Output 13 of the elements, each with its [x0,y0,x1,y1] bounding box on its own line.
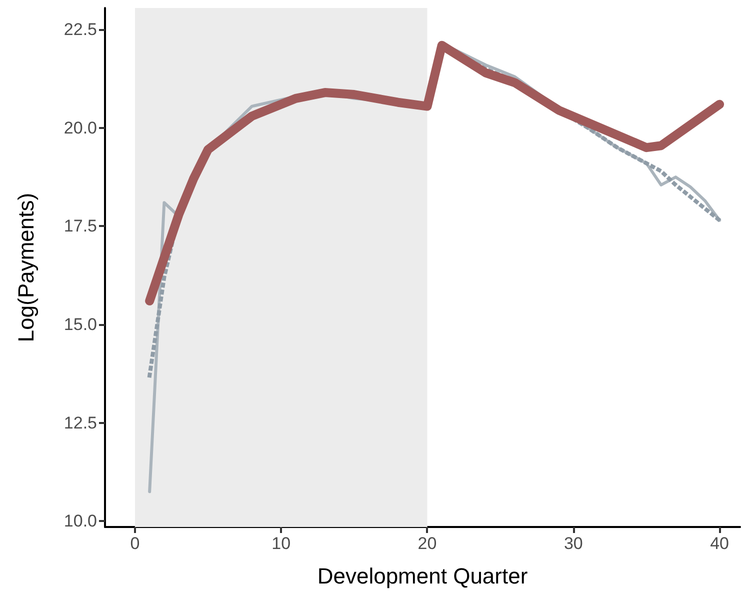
x-tick-label: 40 [710,534,729,553]
y-tick-label: 17.5 [64,216,97,236]
x-tick-label: 10 [272,534,291,553]
y-tick-label: 10.0 [64,512,97,531]
y-tick-label: 20.0 [64,118,97,138]
y-tick-label: 12.5 [64,413,97,432]
x-tick-label: 30 [564,534,583,553]
x-axis-title: Development Quarter [317,564,528,588]
x-tick-label: 20 [418,534,437,553]
y-tick-label: 22.5 [64,20,97,40]
x-tick-label: 0 [130,534,140,553]
y-tick-label: 15.0 [64,315,97,334]
y-axis-title: Log(Payments) [14,192,38,342]
